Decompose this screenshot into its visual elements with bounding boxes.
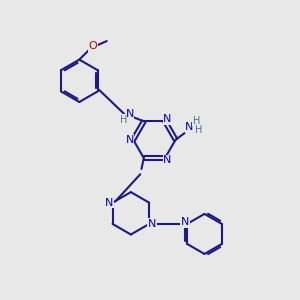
Text: O: O xyxy=(88,41,97,51)
Text: N: N xyxy=(125,135,134,145)
Text: N: N xyxy=(105,198,114,208)
Text: N: N xyxy=(184,122,193,132)
Text: H: H xyxy=(193,116,200,126)
Text: N: N xyxy=(125,109,134,119)
Text: N: N xyxy=(181,218,189,227)
Text: H: H xyxy=(119,115,127,125)
Text: H: H xyxy=(196,125,203,135)
Text: N: N xyxy=(163,114,172,124)
Text: N: N xyxy=(163,155,172,165)
Text: N: N xyxy=(148,219,156,229)
